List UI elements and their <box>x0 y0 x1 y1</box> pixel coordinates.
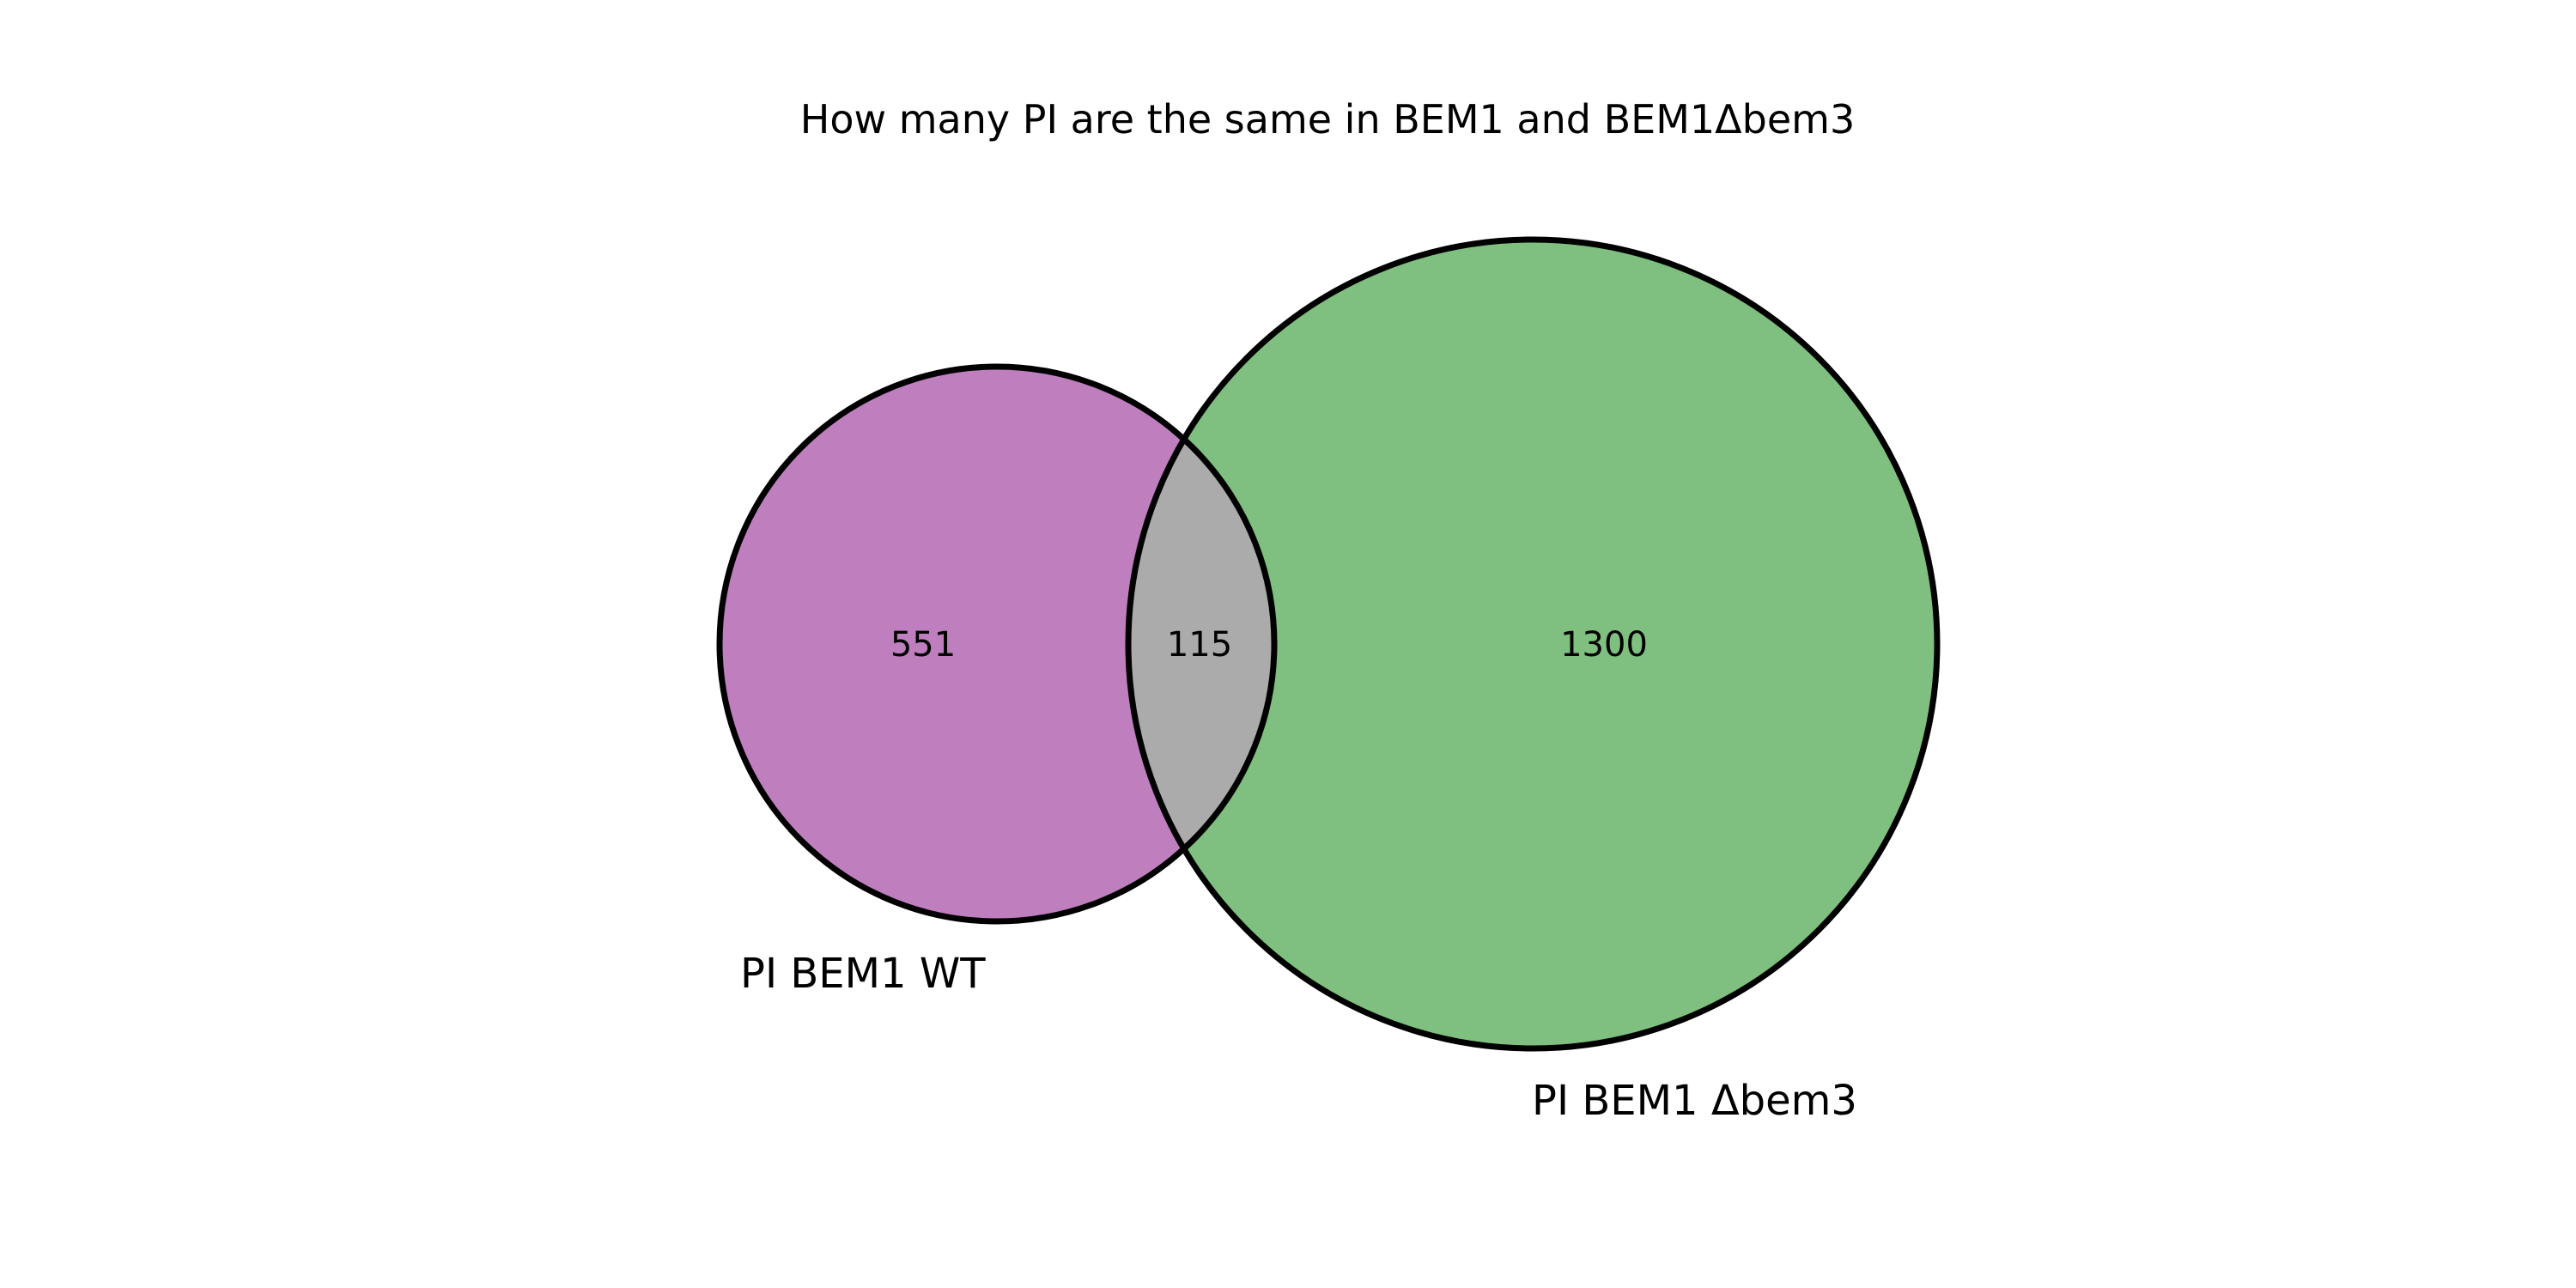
intersection-count: 115 <box>1167 625 1232 665</box>
set-a-label: PI BEM1 WT <box>740 950 986 998</box>
set-b-only-count: 1300 <box>1560 625 1648 665</box>
chart-title: How many PI are the same in BEM1 and BEM… <box>800 96 1855 143</box>
set-b-label: PI BEM1 Δbem3 <box>1532 1077 1857 1125</box>
set-a-outline <box>716 363 1278 925</box>
set-a-only-count: 551 <box>890 625 956 665</box>
set-b-circle <box>1128 240 1937 1048</box>
set-a-circle <box>720 367 1274 921</box>
set-b-outline <box>1125 236 1941 1052</box>
